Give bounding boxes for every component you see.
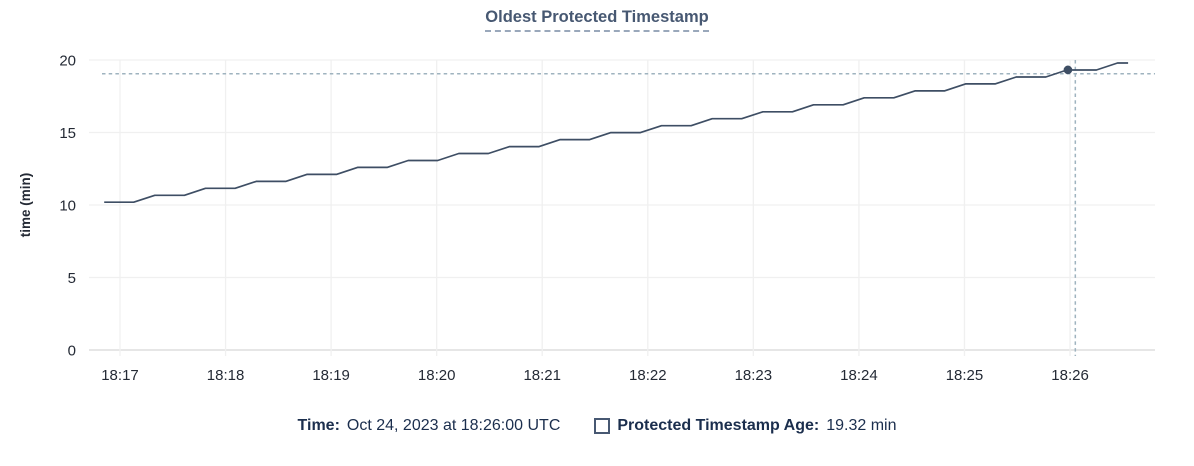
timeseries-chart: 0 5 10 15 20 18:17 18:18 18:19 18:20 18:21 18:22 18… — [18, 53, 1155, 384]
y-tick-label: 20 — [59, 53, 76, 70]
x-tick-label: 18:25 — [946, 367, 984, 384]
y-axis-title: time (min) — [18, 173, 33, 238]
time-label: Time: — [297, 417, 340, 434]
chart-plot-area[interactable] — [89, 60, 1155, 350]
hover-point-dot — [1063, 65, 1073, 75]
series-line — [104, 62, 1129, 204]
series-swatch-icon — [594, 418, 611, 434]
x-tick-label: 18:22 — [629, 367, 667, 384]
x-tick-label: 18:19 — [312, 367, 350, 384]
x-tick-label: 18:23 — [735, 367, 773, 384]
x-tick-label: 18:21 — [523, 367, 561, 384]
x-tick-label: 18:17 — [101, 367, 139, 384]
time-value: Oct 24, 2023 at 18:26:00 UTC — [346, 417, 561, 434]
x-tick-label: 18:20 — [418, 367, 456, 384]
x-tick-label: 18:26 — [1051, 367, 1089, 384]
series-value: 19.32 min — [826, 417, 897, 434]
hover-legend: Time: Oct 24, 2023 at 18:26:00 UTC Prote… — [0, 395, 1194, 435]
x-tick-label: 18:24 — [840, 367, 878, 384]
series-label: Protected Timestamp Age: — [617, 417, 820, 434]
chart-title[interactable]: Oldest Protected Timestamp — [485, 8, 709, 32]
x-tick-label: 18:18 — [207, 367, 245, 384]
y-tick-label: 15 — [59, 125, 76, 142]
y-tick-label: 5 — [68, 270, 76, 287]
y-tick-label: 10 — [59, 198, 76, 215]
chart-header: Oldest Protected Timestamp — [0, 0, 1194, 40]
y-tick-label: 0 — [68, 343, 76, 360]
